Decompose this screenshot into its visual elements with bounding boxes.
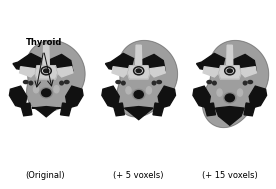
- Polygon shape: [124, 107, 153, 120]
- Polygon shape: [241, 67, 256, 77]
- Text: (Original): (Original): [26, 171, 65, 180]
- Polygon shape: [249, 86, 267, 108]
- Polygon shape: [21, 103, 32, 116]
- Ellipse shape: [157, 81, 161, 84]
- Ellipse shape: [226, 68, 233, 73]
- Ellipse shape: [60, 81, 63, 85]
- Polygon shape: [35, 66, 57, 79]
- Polygon shape: [117, 41, 177, 117]
- Polygon shape: [20, 67, 35, 77]
- Ellipse shape: [227, 69, 232, 73]
- Polygon shape: [216, 107, 244, 125]
- Polygon shape: [197, 53, 225, 71]
- Polygon shape: [244, 103, 255, 116]
- Ellipse shape: [225, 67, 235, 75]
- Polygon shape: [49, 54, 73, 74]
- Ellipse shape: [23, 81, 28, 84]
- Polygon shape: [66, 86, 83, 108]
- Ellipse shape: [42, 89, 51, 97]
- Ellipse shape: [54, 86, 59, 93]
- Polygon shape: [158, 86, 176, 108]
- Polygon shape: [136, 45, 142, 66]
- Polygon shape: [60, 103, 72, 116]
- Ellipse shape: [43, 68, 50, 73]
- Polygon shape: [153, 103, 164, 116]
- Text: Thyroid: Thyroid: [26, 38, 62, 47]
- Ellipse shape: [40, 88, 52, 98]
- Ellipse shape: [41, 67, 51, 75]
- Ellipse shape: [132, 89, 145, 100]
- Text: (+ 5 voxels): (+ 5 voxels): [113, 171, 163, 180]
- Ellipse shape: [64, 81, 69, 84]
- Ellipse shape: [121, 81, 125, 85]
- Polygon shape: [128, 66, 150, 79]
- Ellipse shape: [134, 67, 144, 75]
- Polygon shape: [105, 53, 134, 71]
- Polygon shape: [9, 86, 27, 108]
- Ellipse shape: [33, 86, 39, 93]
- Ellipse shape: [135, 68, 142, 73]
- Polygon shape: [219, 66, 241, 79]
- Polygon shape: [193, 86, 210, 108]
- Polygon shape: [227, 45, 233, 66]
- Ellipse shape: [237, 89, 243, 96]
- Polygon shape: [113, 103, 124, 116]
- Ellipse shape: [213, 81, 216, 85]
- Polygon shape: [204, 103, 216, 116]
- Polygon shape: [43, 45, 49, 66]
- Ellipse shape: [152, 81, 156, 85]
- Polygon shape: [112, 67, 128, 77]
- Ellipse shape: [29, 81, 33, 85]
- Polygon shape: [150, 67, 165, 77]
- Text: (+ 15 voxels): (+ 15 voxels): [202, 171, 258, 180]
- Polygon shape: [26, 41, 85, 112]
- Ellipse shape: [146, 87, 152, 94]
- Polygon shape: [13, 53, 41, 71]
- Ellipse shape: [126, 87, 131, 94]
- Polygon shape: [32, 107, 60, 117]
- Ellipse shape: [225, 94, 234, 102]
- Polygon shape: [141, 54, 165, 74]
- Polygon shape: [203, 41, 269, 127]
- Ellipse shape: [134, 91, 143, 98]
- Ellipse shape: [44, 69, 49, 73]
- Ellipse shape: [136, 69, 141, 73]
- Ellipse shape: [116, 81, 121, 84]
- Ellipse shape: [217, 89, 222, 96]
- Ellipse shape: [243, 81, 247, 85]
- Ellipse shape: [248, 81, 253, 84]
- Ellipse shape: [207, 81, 212, 84]
- Polygon shape: [232, 54, 256, 74]
- Polygon shape: [102, 86, 119, 108]
- Polygon shape: [57, 67, 73, 77]
- Polygon shape: [203, 67, 219, 77]
- Ellipse shape: [224, 93, 236, 103]
